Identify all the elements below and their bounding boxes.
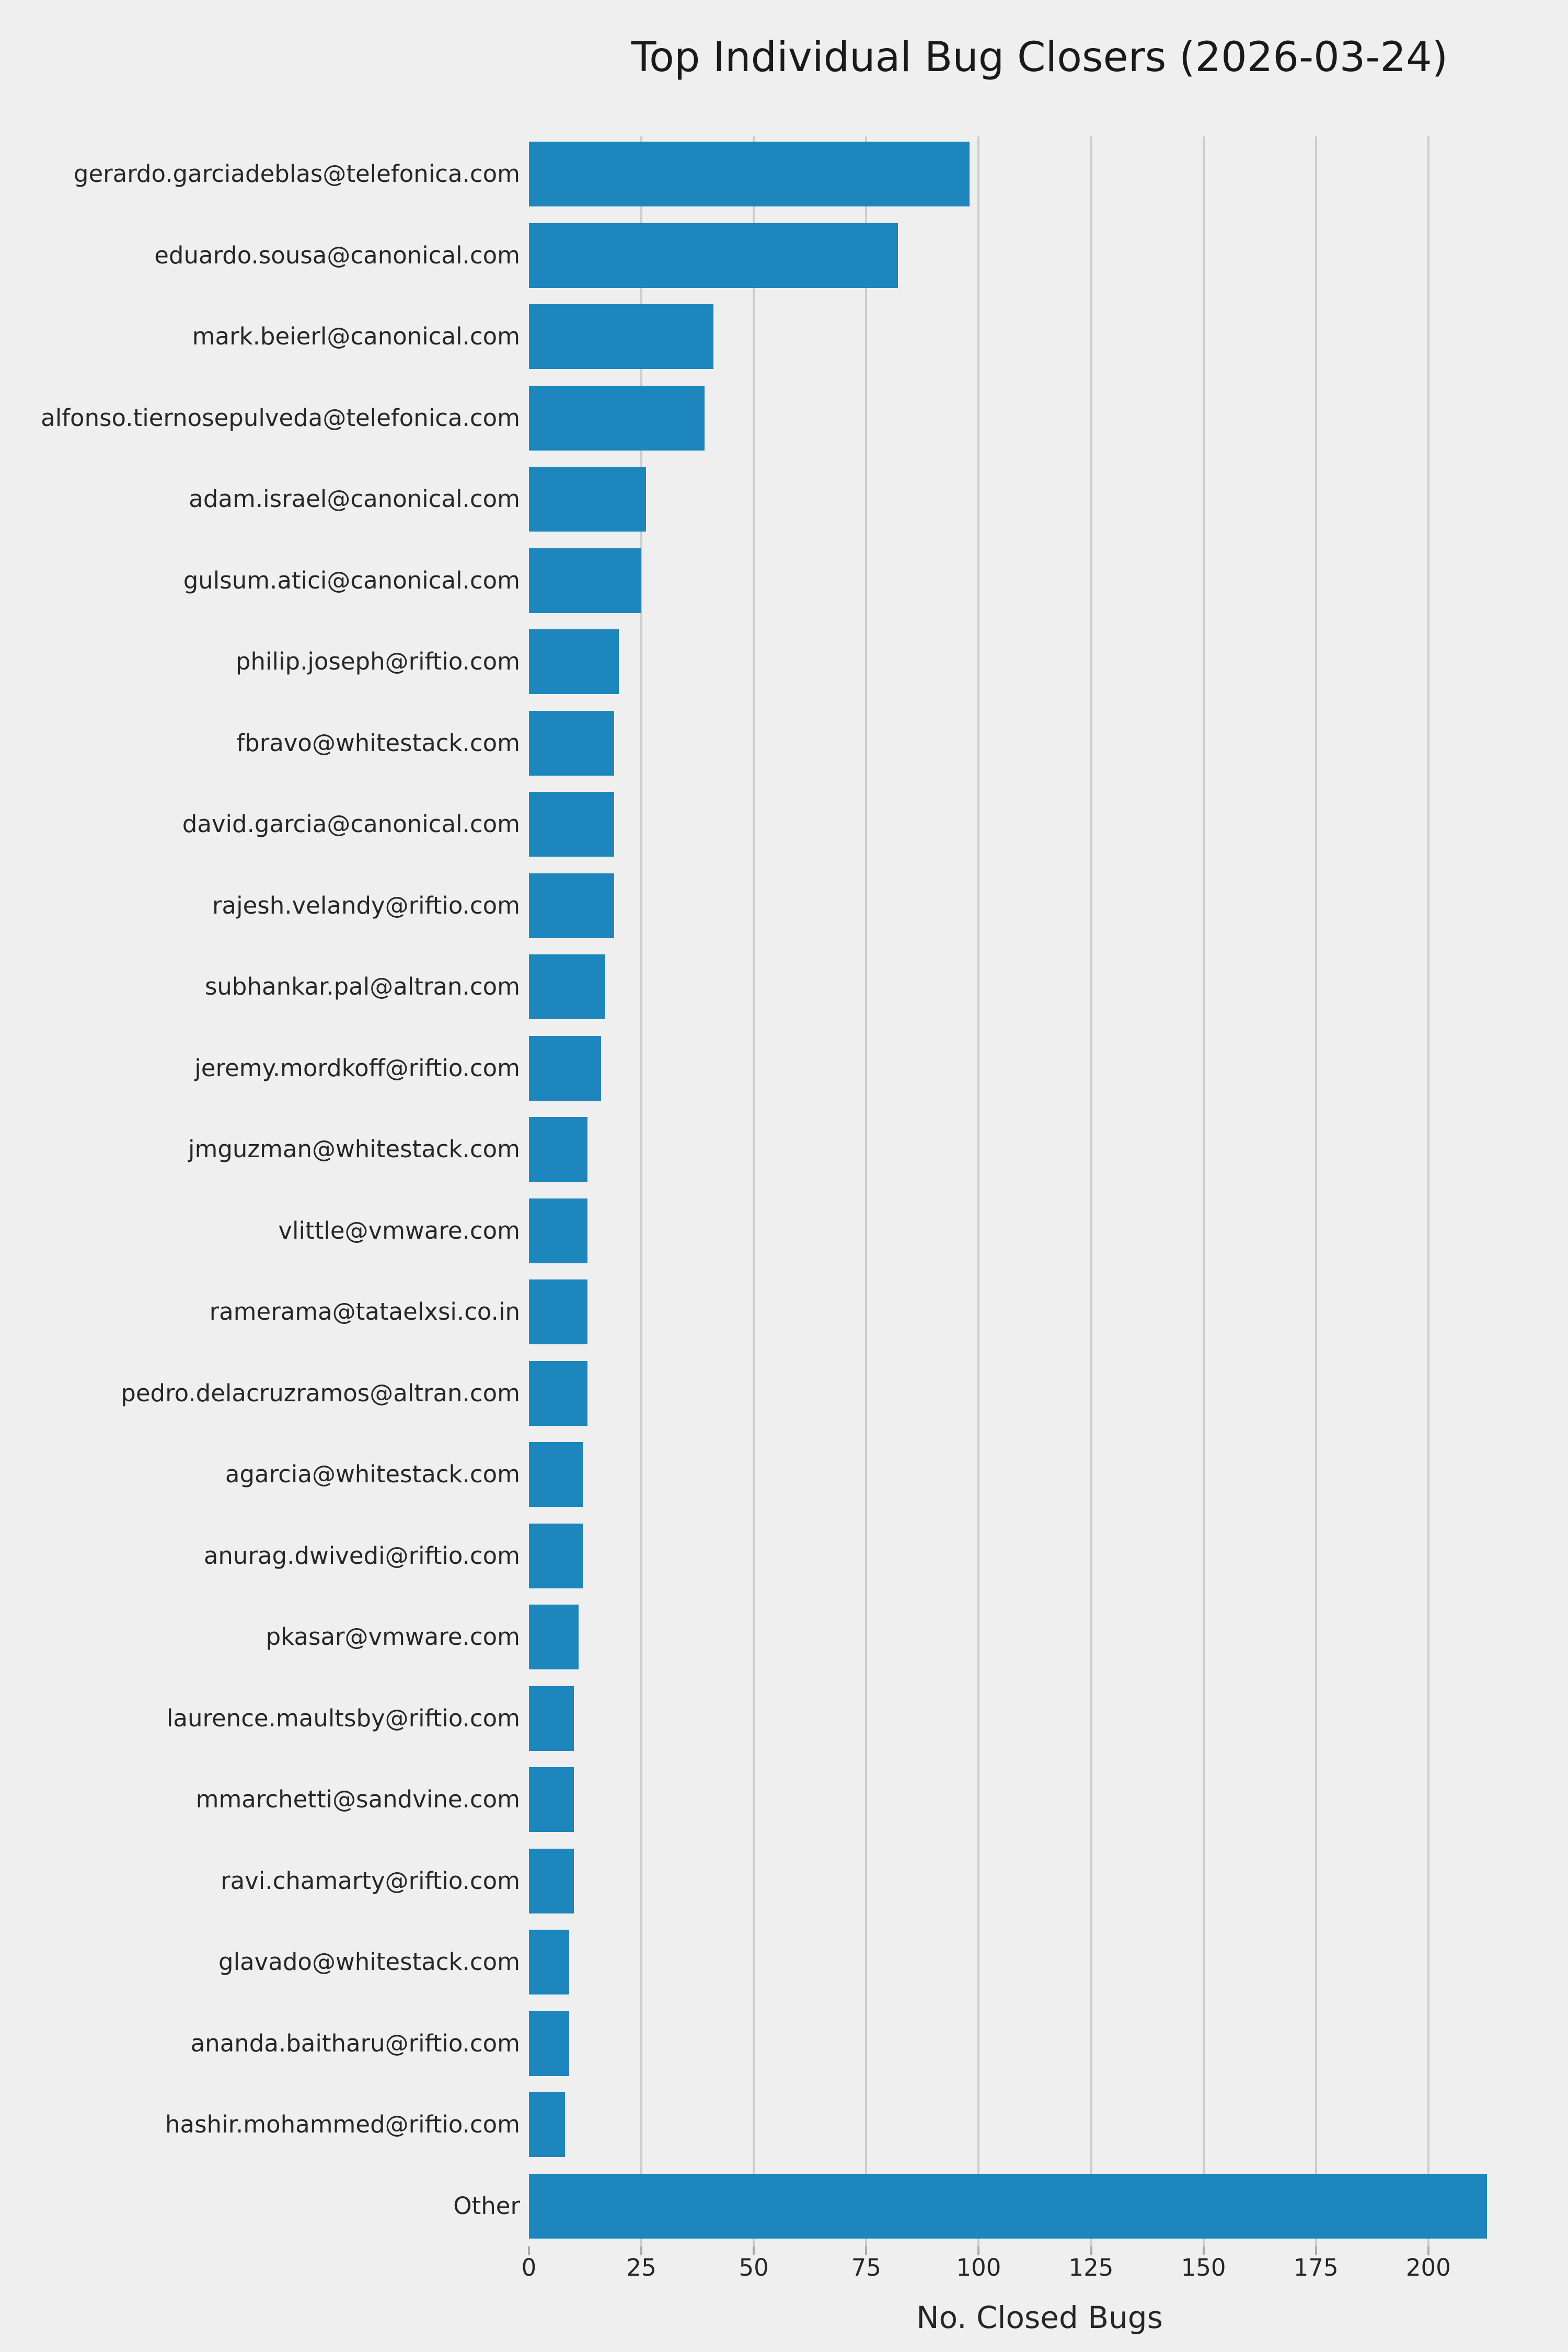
bar-jmguzman@whitestack.com — [529, 1117, 587, 1182]
bar-gulsum.atici@canonical.com — [529, 548, 642, 613]
y-tick-label: ananda.baitharu@riftio.com — [190, 2029, 520, 2057]
y-tick-label: gulsum.atici@canonical.com — [183, 566, 520, 594]
bar-philip.joseph@riftio.com — [529, 629, 619, 695]
bar-jeremy.mordkoff@riftio.com — [529, 1035, 601, 1101]
bar-agarcia@whitestack.com — [529, 1442, 583, 1507]
gridline-25 — [640, 136, 643, 2246]
bar-eduardo.sousa@canonical.com — [529, 223, 898, 288]
y-tick-label: philip.joseph@riftio.com — [235, 648, 520, 676]
gridline-50 — [753, 136, 755, 2246]
gridline-125 — [1090, 136, 1092, 2246]
bar-anurag.dwivedi@riftio.com — [529, 1523, 583, 1588]
x-tick-mark-50 — [753, 2246, 755, 2255]
y-tick-label: adam.israel@canonical.com — [189, 485, 520, 513]
bar-adam.israel@canonical.com — [529, 467, 646, 532]
bar-alfonso.tiernosepulveda@telefonica.com — [529, 385, 705, 451]
bar-mark.beierl@canonical.com — [529, 304, 713, 370]
bar-subhankar.pal@altran.com — [529, 954, 606, 1020]
y-tick-label: eduardo.sousa@canonical.com — [154, 241, 520, 269]
y-tick-label: fbravo@whitestack.com — [236, 729, 520, 757]
y-tick-label: mmarchetti@sandvine.com — [195, 1785, 520, 1814]
y-tick-label: laurence.maultsby@riftio.com — [166, 1704, 520, 1732]
x-tick-label-100: 100 — [956, 2254, 1001, 2281]
bar-gerardo.garciadeblas@telefonica.com — [529, 142, 970, 206]
x-tick-mark-0 — [528, 2246, 530, 2255]
x-tick-label-50: 50 — [739, 2254, 769, 2281]
bar-rajesh.velandy@riftio.com — [529, 873, 615, 938]
bar-ananda.baitharu@riftio.com — [529, 2011, 570, 2076]
y-tick-label: gerardo.garciadeblas@telefonica.com — [73, 160, 520, 188]
y-tick-label: ravi.chamarty@riftio.com — [221, 1866, 520, 1895]
y-tick-label: jeremy.mordkoff@riftio.com — [194, 1054, 520, 1082]
y-tick-label: glavado@whitestack.com — [218, 1948, 520, 1976]
bar-pedro.delacruzramos@altran.com — [529, 1361, 587, 1426]
gridline-100 — [977, 136, 980, 2246]
bar-ramerama@tataelxsi.co.in — [529, 1279, 587, 1345]
x-tick-label-75: 75 — [851, 2254, 881, 2281]
bar-vlittle@vmware.com — [529, 1198, 587, 1263]
x-tick-label-150: 150 — [1181, 2254, 1226, 2281]
y-tick-label: rajesh.velandy@riftio.com — [212, 891, 520, 919]
bar-laurence.maultsby@riftio.com — [529, 1686, 574, 1751]
y-tick-label: alfonso.tiernosepulveda@telefonica.com — [41, 403, 520, 432]
gridline-150 — [1202, 136, 1205, 2246]
x-tick-label-0: 0 — [521, 2254, 537, 2281]
x-tick-mark-125 — [1090, 2246, 1092, 2255]
x-axis-label: No. Closed Bugs — [916, 2300, 1163, 2335]
bar-other — [529, 2174, 1487, 2239]
y-tick-label: subhankar.pal@altran.com — [204, 973, 520, 1001]
bar-david.garcia@canonical.com — [529, 792, 615, 857]
y-tick-label: vlittle@vmware.com — [278, 1216, 520, 1244]
y-tick-label: anurag.dwivedi@riftio.com — [203, 1541, 520, 1570]
y-tick-label: mark.beierl@canonical.com — [192, 322, 520, 351]
x-tick-mark-100 — [977, 2246, 980, 2255]
x-tick-mark-25 — [640, 2246, 643, 2255]
x-tick-label-175: 175 — [1293, 2254, 1339, 2281]
y-tick-label: pedro.delacruzramos@altran.com — [121, 1379, 520, 1407]
y-tick-label: ramerama@tataelxsi.co.in — [209, 1298, 520, 1326]
x-tick-mark-200 — [1427, 2246, 1429, 2255]
x-tick-mark-150 — [1202, 2246, 1205, 2255]
y-tick-label: david.garcia@canonical.com — [182, 810, 520, 838]
x-tick-label-200: 200 — [1405, 2254, 1451, 2281]
bar-mmarchetti@sandvine.com — [529, 1767, 574, 1832]
bar-pkasar@vmware.com — [529, 1605, 579, 1670]
x-tick-mark-175 — [1315, 2246, 1317, 2255]
y-tick-label: jmguzman@whitestack.com — [188, 1135, 520, 1163]
y-tick-label: hashir.mohammed@riftio.com — [165, 2111, 520, 2139]
x-tick-label-25: 25 — [626, 2254, 656, 2281]
chart-title: Top Individual Bug Closers (2026-03-24) — [631, 34, 1448, 81]
x-tick-label-125: 125 — [1068, 2254, 1114, 2281]
gridline-200 — [1427, 136, 1429, 2246]
bar-glavado@whitestack.com — [529, 1930, 570, 1995]
bar-hashir.mohammed@riftio.com — [529, 2092, 565, 2158]
y-tick-label: agarcia@whitestack.com — [225, 1460, 520, 1489]
gridline-75 — [865, 136, 868, 2246]
bar-ravi.chamarty@riftio.com — [529, 1848, 574, 1913]
x-tick-mark-75 — [865, 2246, 868, 2255]
y-tick-label: Other — [453, 2192, 520, 2220]
gridline-175 — [1315, 136, 1317, 2246]
bar-fbravo@whitestack.com — [529, 710, 615, 776]
y-tick-label: pkasar@vmware.com — [266, 1623, 520, 1651]
